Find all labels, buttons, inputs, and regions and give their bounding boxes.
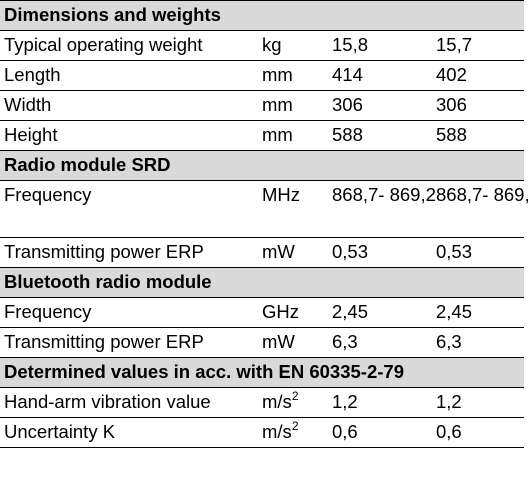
row-unit: mm (258, 90, 328, 121)
table-row: Frequency GHz 2,45 2,45 (0, 297, 525, 328)
table-row: Hand-arm vibration value m/s2 1,2 1,2 (0, 387, 525, 418)
row-value-1: 6,3 (328, 327, 432, 358)
row-label: Uncertainty K (0, 417, 258, 448)
table-row: Transmitting power ERP mW 6,3 6,3 (0, 327, 525, 358)
table-row: Typical operating weight kg 15,8 15,7 (0, 30, 525, 61)
row-label: Transmitting power ERP (0, 237, 258, 268)
row-value-2: 1,2 (432, 387, 525, 418)
row-value-1: 2,45 (328, 297, 432, 328)
row-unit: m/s2 (258, 417, 328, 448)
unit-base: m/s (262, 421, 292, 442)
table-row: Transmitting power ERP mW 0,53 0,53 (0, 237, 525, 268)
row-label: Frequency (0, 180, 258, 238)
table-row: Length mm 414 402 (0, 60, 525, 91)
table-row: Width mm 306 306 (0, 90, 525, 121)
row-value-2: 306 (432, 90, 525, 121)
table-row: Frequency MHz 868,7- 869,2 868,7- 869,2 (0, 180, 528, 238)
unit-superscript: 2 (291, 419, 299, 433)
row-unit: GHz (258, 297, 328, 328)
section-header-determined-values: Determined values in acc. with EN 60335-… (0, 357, 525, 388)
row-label: Typical operating weight (0, 30, 258, 61)
section-title: Dimensions and weights (0, 0, 525, 31)
row-label: Transmitting power ERP (0, 327, 258, 358)
unit-superscript: 2 (291, 389, 299, 403)
row-value-2: 588 (432, 120, 525, 151)
row-value-1: 0,53 (328, 237, 432, 268)
row-value-2: 15,7 (432, 30, 525, 61)
row-label: Width (0, 90, 258, 121)
row-unit: m/s2 (258, 387, 328, 418)
row-value-2: 0,6 (432, 417, 525, 448)
row-unit: mm (258, 60, 328, 91)
row-value-2: 402 (432, 60, 525, 91)
row-unit: mm (258, 120, 328, 151)
section-title: Radio module SRD (0, 150, 525, 181)
row-value-2: 2,45 (432, 297, 525, 328)
table-row: Uncertainty K m/s2 0,6 0,6 (0, 417, 525, 448)
row-value-2: 868,7- 869,2 (432, 180, 528, 238)
row-label: Height (0, 120, 258, 151)
section-header-bluetooth: Bluetooth radio module (0, 267, 525, 298)
row-value-1: 1,2 (328, 387, 432, 418)
row-value-1: 15,8 (328, 30, 432, 61)
row-label: Frequency (0, 297, 258, 328)
row-label: Length (0, 60, 258, 91)
row-unit: MHz (258, 180, 328, 238)
row-label: Hand-arm vibration value (0, 387, 258, 418)
row-value-1: 588 (328, 120, 432, 151)
row-unit: kg (258, 30, 328, 61)
section-header-radio-module: Radio module SRD (0, 150, 525, 181)
row-value-1: 306 (328, 90, 432, 121)
section-title: Bluetooth radio module (0, 267, 525, 298)
row-value-2: 0,53 (432, 237, 525, 268)
section-header-dimensions: Dimensions and weights (0, 0, 525, 31)
section-title: Determined values in acc. with EN 60335-… (0, 357, 525, 388)
row-unit: mW (258, 327, 328, 358)
row-value-1: 868,7- 869,2 (328, 180, 436, 238)
row-value-1: 0,6 (328, 417, 432, 448)
specification-table: Dimensions and weights Typical operating… (0, 0, 528, 448)
unit-base: m/s (262, 391, 292, 412)
row-unit: mW (258, 237, 328, 268)
row-value-2: 6,3 (432, 327, 525, 358)
row-value-1: 414 (328, 60, 432, 91)
table-row: Height mm 588 588 (0, 120, 525, 151)
